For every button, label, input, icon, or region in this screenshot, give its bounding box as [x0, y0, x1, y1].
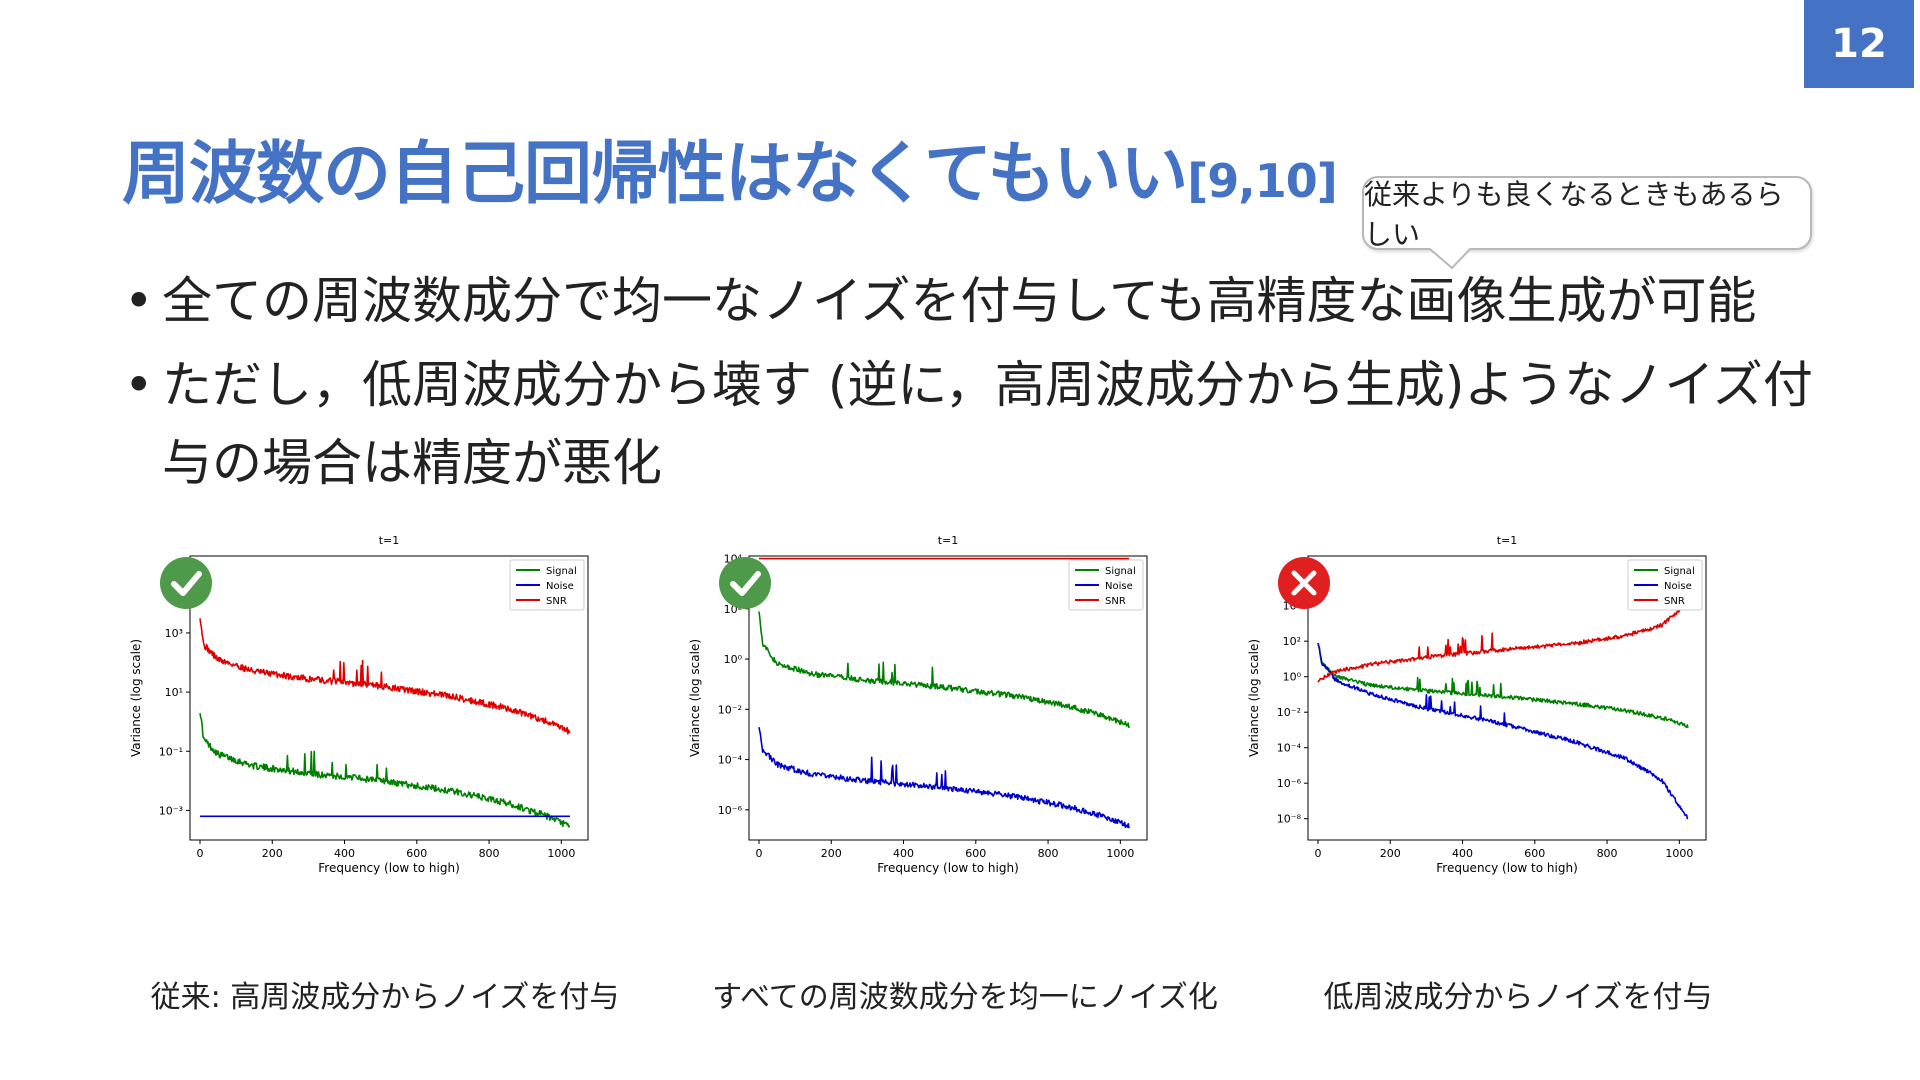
chart-uniform-high-freq: t=10200400600800100010⁵10³10¹10⁻¹10⁻³Fre… — [129, 534, 589, 875]
y-tick-label: 10⁻⁶ — [718, 804, 743, 817]
legend-label-snr: SNR — [1105, 596, 1126, 607]
y-tick-label: 10⁻² — [718, 703, 742, 716]
bullet-marker: • — [124, 356, 154, 414]
caption-chart-1: 従来: 高周波成分からノイズを付与 — [150, 980, 620, 1015]
chart-title: t=1 — [379, 534, 400, 547]
legend-label-snr: SNR — [1664, 596, 1685, 607]
y-tick-label: 10⁻⁴ — [1277, 742, 1302, 755]
chart-uniform-all-freq: t=10 200 400 600 800 100010⁴10²10⁰10⁻²10⁻⁴10⁻… — [688, 534, 1148, 875]
series-line-signal — [1317, 642, 1689, 728]
callout-text: 従来よりも良くなるときもあるらしい — [1364, 178, 1784, 251]
y-axis-label: Variance (log scale) — [1247, 639, 1261, 757]
legend-box — [509, 559, 585, 611]
x-tick-label: 0 — [1315, 847, 1322, 860]
legend-box — [1627, 559, 1703, 611]
x-axis-label: Frequency (low to high) — [877, 861, 1019, 875]
y-tick-label: 10² — [1283, 635, 1301, 648]
cross-badge-icon — [1278, 557, 1330, 609]
x-tick-label: 800 — [479, 847, 500, 860]
y-tick-label: 10⁻⁴ — [718, 754, 743, 767]
x-axis-label: Frequency (low to high) — [318, 861, 460, 875]
y-axis-label: Variance (log scale) — [688, 639, 702, 757]
legend-label-noise: Noise — [1664, 581, 1692, 592]
x-tick-label: 200 — [821, 847, 842, 860]
series-line-noise — [758, 727, 1130, 829]
chart-legend: Signal Noise SNR — [1068, 559, 1144, 611]
x-tick-label: 400 — [334, 847, 355, 860]
bullet-text: ただし，低周波成分から壊す (逆に，高周波成分から生成)ようなノイズ付与の場合は… — [162, 356, 1813, 492]
y-tick-label: 10³ — [165, 627, 183, 640]
check-badge-icon — [719, 557, 771, 609]
x-tick-label: 800 — [1038, 847, 1059, 860]
chart-low-freq: t=10200400600800100010⁶10⁴10²10⁰10⁻²10⁻⁴… — [1247, 534, 1707, 875]
y-tick-label: 10⁻⁶ — [1277, 777, 1302, 790]
bullet-marker: • — [124, 272, 154, 330]
bullet-list: • 全ての周波数成分で均一なノイズを付与しても高精度な画像生成が可能 • ただし… — [124, 262, 1824, 502]
y-tick-label: 10⁻² — [1277, 706, 1301, 719]
y-tick-label: 10⁻⁸ — [1277, 813, 1302, 826]
series-line-snr — [199, 618, 571, 735]
x-tick-label: 600 — [965, 847, 986, 860]
page-number: 12 — [1804, 0, 1914, 88]
caption-chart-3: 低周波成分からノイズを付与 — [1323, 980, 1713, 1015]
x-tick-label: 1000 — [1665, 847, 1693, 860]
bullet-item: • 全ての周波数成分で均一なノイズを付与しても高精度な画像生成が可能 — [124, 262, 1824, 340]
series-line-signal — [199, 712, 571, 828]
y-axis-label: Variance (log scale) — [129, 639, 143, 757]
chart-legend: Signal Noise SNR — [509, 559, 585, 611]
series-line-snr — [1317, 582, 1689, 683]
y-tick-label: 10⁻¹ — [159, 745, 183, 758]
title-reference: [9,10] — [1187, 154, 1338, 208]
caption-chart-2: すべての周波数成分を均一にノイズ化 — [712, 980, 1218, 1015]
legend-label-noise: Noise — [546, 581, 574, 592]
legend-label-signal: Signal — [1105, 566, 1136, 577]
callout-bubble: 従来よりも良くなるときもあるらしい — [1362, 176, 1812, 270]
x-tick-label: 1000 — [547, 847, 575, 860]
title-main: 周波数の自己回帰性はなくてもいい — [122, 135, 1188, 214]
bullet-item: • ただし，低周波成分から壊す (逆に，高周波成分から生成)ようなノイズ付与の場… — [124, 346, 1824, 502]
y-tick-label: 10⁰ — [724, 653, 743, 666]
check-badge-icon — [160, 557, 212, 609]
y-tick-label: 10⁻³ — [159, 804, 183, 817]
legend-label-signal: Signal — [546, 566, 577, 577]
legend-label-signal: Signal — [1664, 566, 1695, 577]
x-tick-label: 1000 — [1106, 847, 1134, 860]
chart-title: t=1 — [938, 534, 959, 547]
legend-box — [1068, 559, 1144, 611]
x-tick-label: 0 — [197, 847, 204, 860]
y-tick-label: 10⁰ — [1283, 671, 1302, 684]
x-axis-label: Frequency (low to high) — [1436, 861, 1578, 875]
chart-title: t=1 — [1497, 534, 1518, 547]
chart-legend: Signal Noise SNR — [1627, 559, 1703, 611]
x-tick-label: 600 — [406, 847, 427, 860]
x-tick-label: 400 — [893, 847, 914, 860]
legend-label-noise: Noise — [1105, 581, 1133, 592]
x-tick-label: 600 — [1524, 847, 1545, 860]
y-tick-label: 10¹ — [165, 686, 183, 699]
x-tick-label: 800 — [1597, 847, 1618, 860]
series-line-noise — [1317, 642, 1689, 820]
legend-label-snr: SNR — [546, 596, 567, 607]
callout-tail — [1430, 248, 1470, 270]
series-line-signal — [758, 611, 1130, 729]
x-tick-label: 0 — [756, 847, 763, 860]
slide-title: 周波数の自己回帰性はなくてもいい[9,10] — [122, 118, 1338, 217]
bullet-text: 全ての周波数成分で均一なノイズを付与しても高精度な画像生成が可能 — [162, 272, 1757, 330]
x-tick-label: 200 — [262, 847, 283, 860]
x-tick-label: 200 — [1380, 847, 1401, 860]
x-tick-label: 400 — [1452, 847, 1473, 860]
